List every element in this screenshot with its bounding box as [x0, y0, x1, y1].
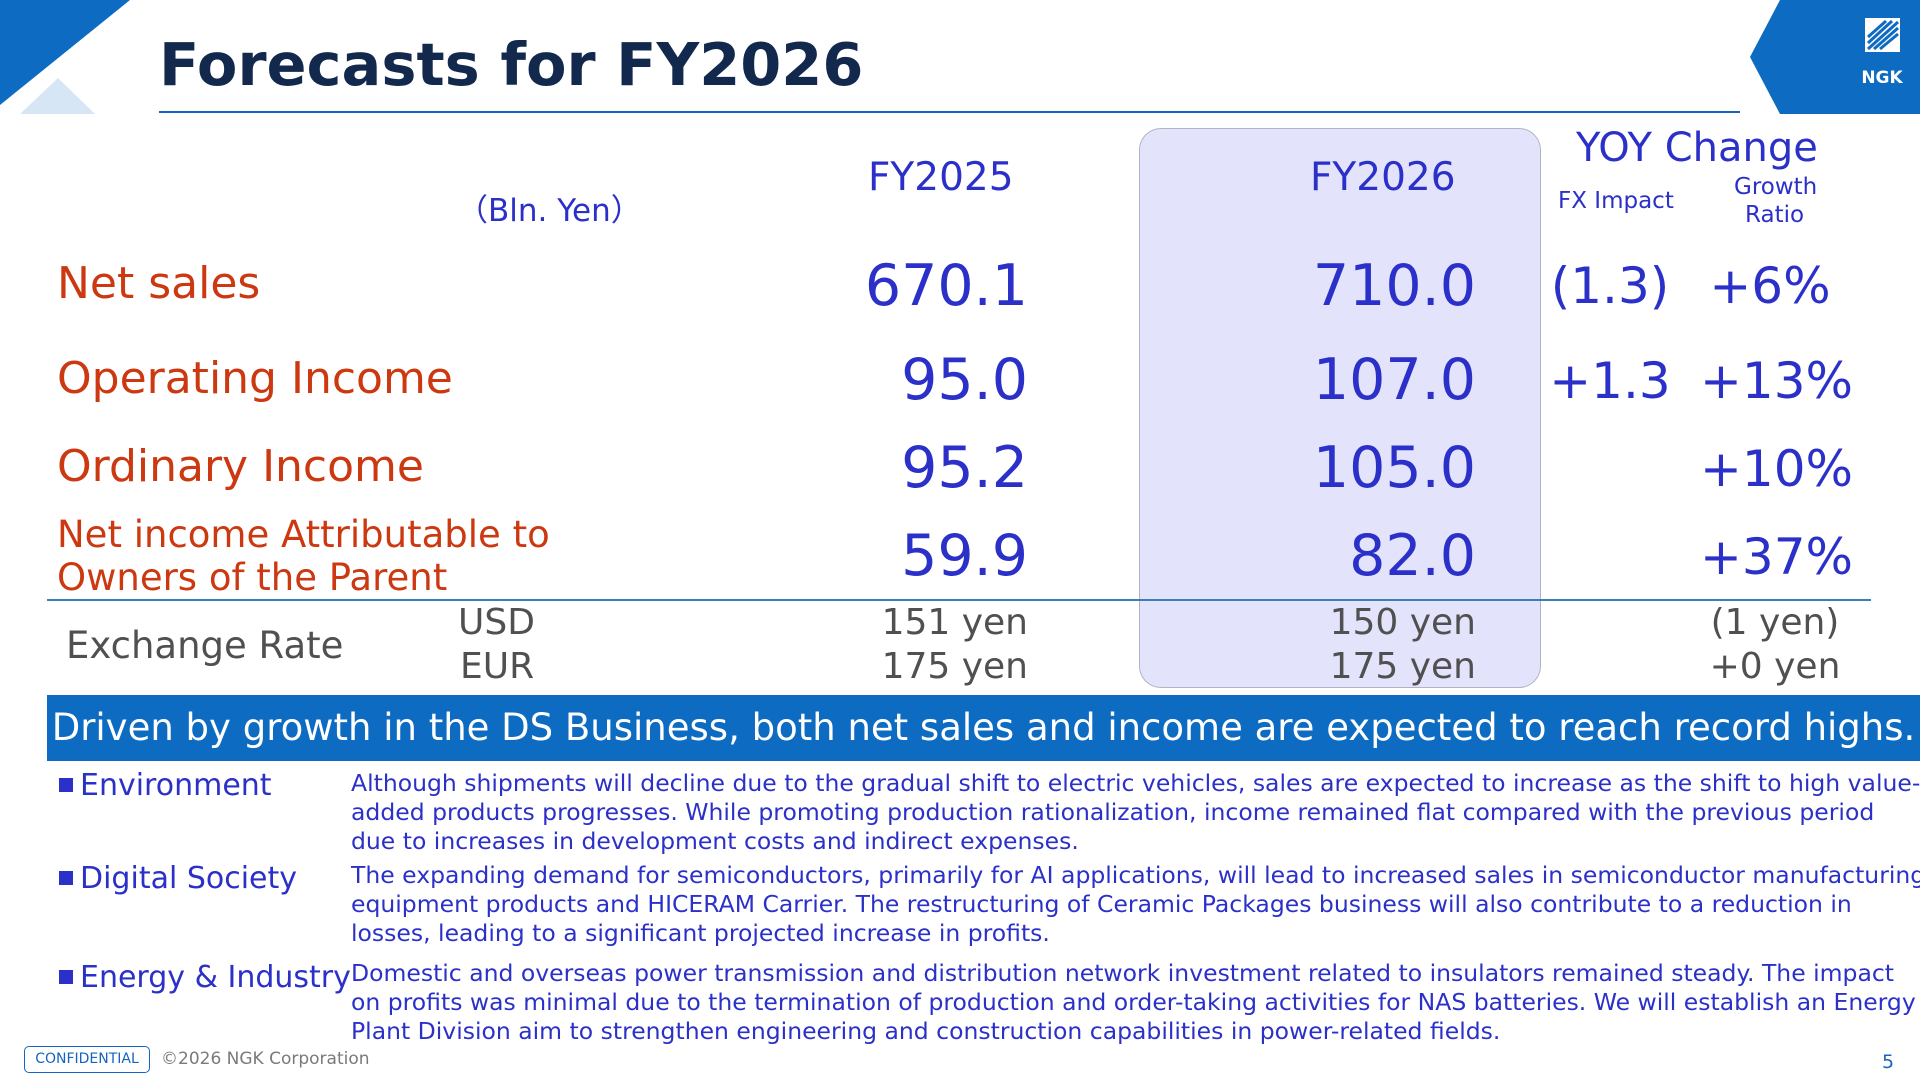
page-title: Forecasts for FY2026 [159, 30, 864, 99]
eur-fy2025: 175 yen [881, 646, 1028, 687]
eur-label: EUR [460, 646, 535, 687]
operating-income-growth: +13% [1700, 352, 1854, 410]
operating-income-fy2026: 107.0 [1312, 347, 1476, 413]
bullet-square-icon [59, 778, 73, 792]
copyright-text: ©2026 NGK Corporation [161, 1049, 370, 1069]
summary-banner: Driven by growth in the DS Business, bot… [47, 695, 1920, 761]
row-label-net-income-line2: Owners of the Parent [57, 556, 448, 599]
row-label-ordinary-income: Ordinary Income [57, 441, 424, 492]
row-label-net-income-line1: Net income Attributable to [57, 513, 550, 556]
net-income-fy2025: 59.9 [901, 523, 1028, 589]
usd-fy2025: 151 yen [881, 602, 1028, 643]
confidential-badge: CONFIDENTIAL [24, 1046, 150, 1073]
ngk-logo-icon: NGK [1750, 0, 1920, 114]
net-sales-fy2025: 670.1 [864, 253, 1028, 319]
column-header-ratio: Ratio [1745, 202, 1805, 228]
net-sales-growth: +6% [1709, 257, 1831, 315]
title-divider [159, 111, 1740, 113]
net-income-fy2026: 82.0 [1349, 523, 1476, 589]
net-sales-fy2026: 710.0 [1312, 253, 1476, 319]
ordinary-income-fy2025: 95.2 [901, 435, 1028, 501]
segment-text-digital-society: The expanding demand for semiconductors,… [351, 861, 1920, 947]
ordinary-income-fy2026: 105.0 [1312, 435, 1476, 501]
segment-label-digital-society: Digital Society [80, 861, 298, 896]
table-divider [47, 599, 1871, 601]
segment-text-environment: Although shipments will decline due to t… [351, 769, 1920, 855]
summary-banner-text: Driven by growth in the DS Business, bot… [51, 706, 1916, 749]
ordinary-income-growth: +10% [1700, 440, 1854, 498]
eur-fy2026: 175 yen [1329, 646, 1476, 687]
page-number: 5 [1882, 1051, 1895, 1073]
operating-income-fx-impact: +1.3 [1549, 352, 1671, 410]
segment-text-energy-industry: Domestic and overseas power transmission… [351, 959, 1916, 1045]
eur-change: +0 yen [1709, 646, 1841, 687]
fy2026-highlight-box [1139, 128, 1541, 688]
bullet-square-icon [59, 970, 73, 984]
net-sales-fx-impact: (1.3) [1550, 257, 1670, 315]
row-label-net-sales: Net sales [57, 258, 261, 309]
column-header-fx-impact: FX Impact [1558, 188, 1674, 214]
segment-label-environment: Environment [80, 768, 272, 803]
exchange-rate-label: Exchange Rate [66, 624, 344, 667]
column-header-yoy-change: YOY Change [1576, 125, 1818, 171]
unit-label: （Bln. Yen） [457, 193, 642, 229]
usd-fy2026: 150 yen [1329, 602, 1476, 643]
column-header-growth: Growth [1734, 174, 1818, 200]
usd-label: USD [458, 602, 535, 643]
logo-text: NGK [1861, 68, 1903, 88]
column-header-fy2026: FY2026 [1310, 155, 1456, 200]
bullet-square-icon [59, 871, 73, 885]
row-label-operating-income: Operating Income [57, 353, 453, 404]
operating-income-fy2025: 95.0 [901, 347, 1028, 413]
corner-decoration [0, 0, 130, 114]
usd-change: (1 yen) [1710, 602, 1840, 643]
segment-label-energy-industry: Energy & Industry [80, 960, 351, 995]
column-header-fy2025: FY2025 [868, 155, 1014, 200]
net-income-growth: +37% [1700, 528, 1854, 586]
